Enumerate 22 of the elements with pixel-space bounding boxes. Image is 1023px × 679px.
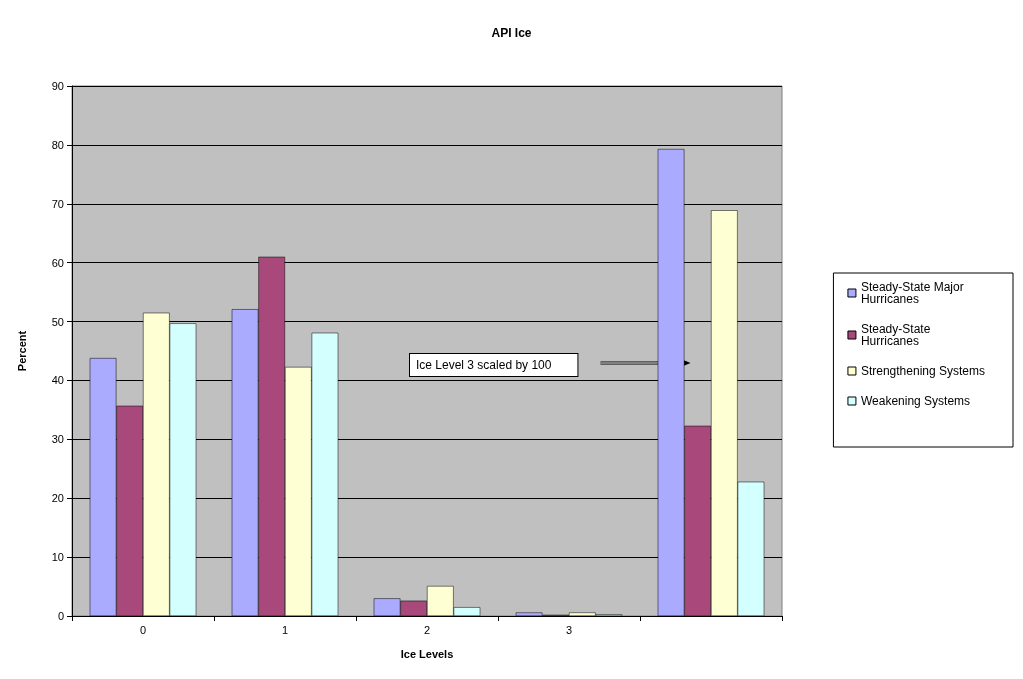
y-tick-label: 80 — [51, 138, 64, 151]
x-tick-label: 0 — [139, 623, 147, 636]
y-axis-title: Percent — [15, 330, 28, 372]
y-tick-label: 10 — [51, 551, 64, 564]
chart-title: API Ice — [491, 26, 532, 40]
y-tick-label: 50 — [51, 315, 64, 328]
y-tick-label: 70 — [51, 197, 64, 210]
y-tick-label: 90 — [51, 80, 64, 92]
legend-label: Steady-State Major Hurricanes — [860, 280, 967, 306]
y-tick-label: 30 — [51, 433, 64, 446]
y-tick-label: 20 — [51, 492, 64, 505]
y-tick-label: 0 — [57, 610, 64, 622]
x-tick-label: 1 — [281, 623, 289, 636]
y-tick-label: 40 — [51, 374, 64, 387]
annotation: Ice Level 3 scaled by 100 — [416, 358, 552, 372]
x-tick-label: 3 — [565, 623, 573, 636]
x-tick-label: 2 — [423, 623, 431, 636]
legend-label: Strengthening Systems — [860, 364, 986, 378]
legend-label: Steady-State Hurricanes — [860, 322, 934, 348]
x-axis-title: Ice Levels — [400, 647, 454, 660]
y-tick-label: 60 — [51, 256, 64, 269]
legend-label: Weakening Systems — [860, 394, 971, 408]
